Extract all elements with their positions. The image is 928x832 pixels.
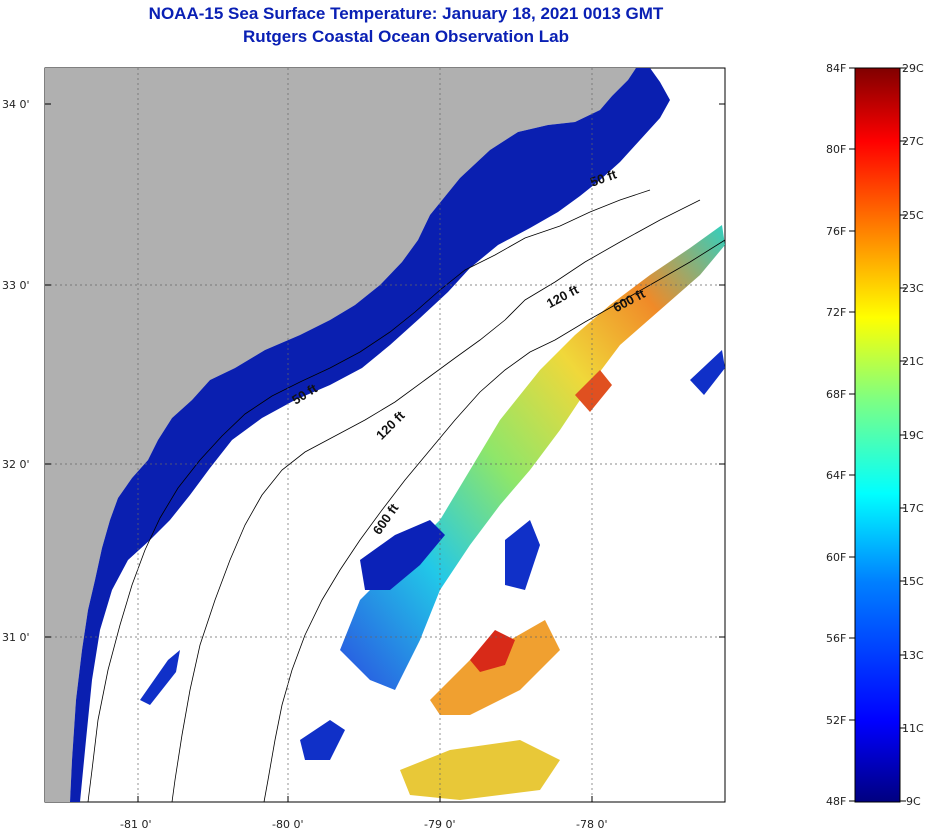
land-area xyxy=(45,68,636,802)
warm-patch xyxy=(575,370,612,412)
colorbar xyxy=(854,67,901,803)
isobath-120ft xyxy=(171,199,701,803)
colorbar-c-label: 15C xyxy=(902,575,924,588)
colorbar-f-label: 68F xyxy=(826,388,846,401)
warm-patch xyxy=(470,630,515,672)
lat-tick-label: 34 0' xyxy=(2,98,30,111)
colorbar-c-label: 27C xyxy=(902,135,924,148)
colorbar-c-label: 17C xyxy=(902,502,924,515)
lon-tick-label: -81 0' xyxy=(120,818,152,831)
colorbar-f-label: 80F xyxy=(826,143,846,156)
colorbar-c-label: 25C xyxy=(902,209,924,222)
isobath-50ft xyxy=(87,189,651,803)
colorbar-f-label: 60F xyxy=(826,551,846,564)
lon-tick-label: -80 0' xyxy=(272,818,304,831)
cold-filament xyxy=(360,520,445,590)
chart-title: NOAA-15 Sea Surface Temperature: January… xyxy=(148,4,664,23)
lat-tick-label: 32 0' xyxy=(2,458,30,471)
cold-offshore-patch xyxy=(505,520,540,590)
colorbar-f-label: 56F xyxy=(826,632,846,645)
colorbar-f-label: 76F xyxy=(826,225,846,238)
colorbar-c-label: 21C xyxy=(902,355,924,368)
isobath-600ft xyxy=(263,239,726,803)
lon-tick-label: -79 0' xyxy=(424,818,456,831)
colorbar-c-label: 11C xyxy=(902,722,924,735)
colorbar-ticks xyxy=(849,67,906,802)
colorbar-c-label: 29C xyxy=(902,62,924,75)
cold-offshore-patch xyxy=(140,650,180,705)
lat-tick-label: 31 0' xyxy=(2,631,30,644)
colorbar-c-label: 19C xyxy=(902,429,924,442)
colorbar-f-label: 84F xyxy=(826,62,846,75)
cold-offshore-patch xyxy=(300,720,345,760)
colorbar-f-label: 72F xyxy=(826,306,846,319)
colorbar-c-label: 13C xyxy=(902,649,924,662)
cold-coastal-water xyxy=(70,68,670,802)
colorbar-f-label: 52F xyxy=(826,714,846,727)
gulf-stream-band xyxy=(340,225,725,690)
lat-tick-label: 33 0' xyxy=(2,279,30,292)
tick-marks xyxy=(45,103,725,802)
colorbar-c-label: 9C xyxy=(906,795,921,808)
colorbar-f-label: 48F xyxy=(826,795,846,808)
lon-tick-label: -78 0' xyxy=(576,818,608,831)
chart-subtitle: Rutgers Coastal Ocean Observation Lab xyxy=(243,27,569,46)
colorbar-f-label: 64F xyxy=(826,469,846,482)
cold-offshore-patch xyxy=(690,350,725,395)
graticule xyxy=(45,68,725,802)
colorbar-c-label: 23C xyxy=(902,282,924,295)
